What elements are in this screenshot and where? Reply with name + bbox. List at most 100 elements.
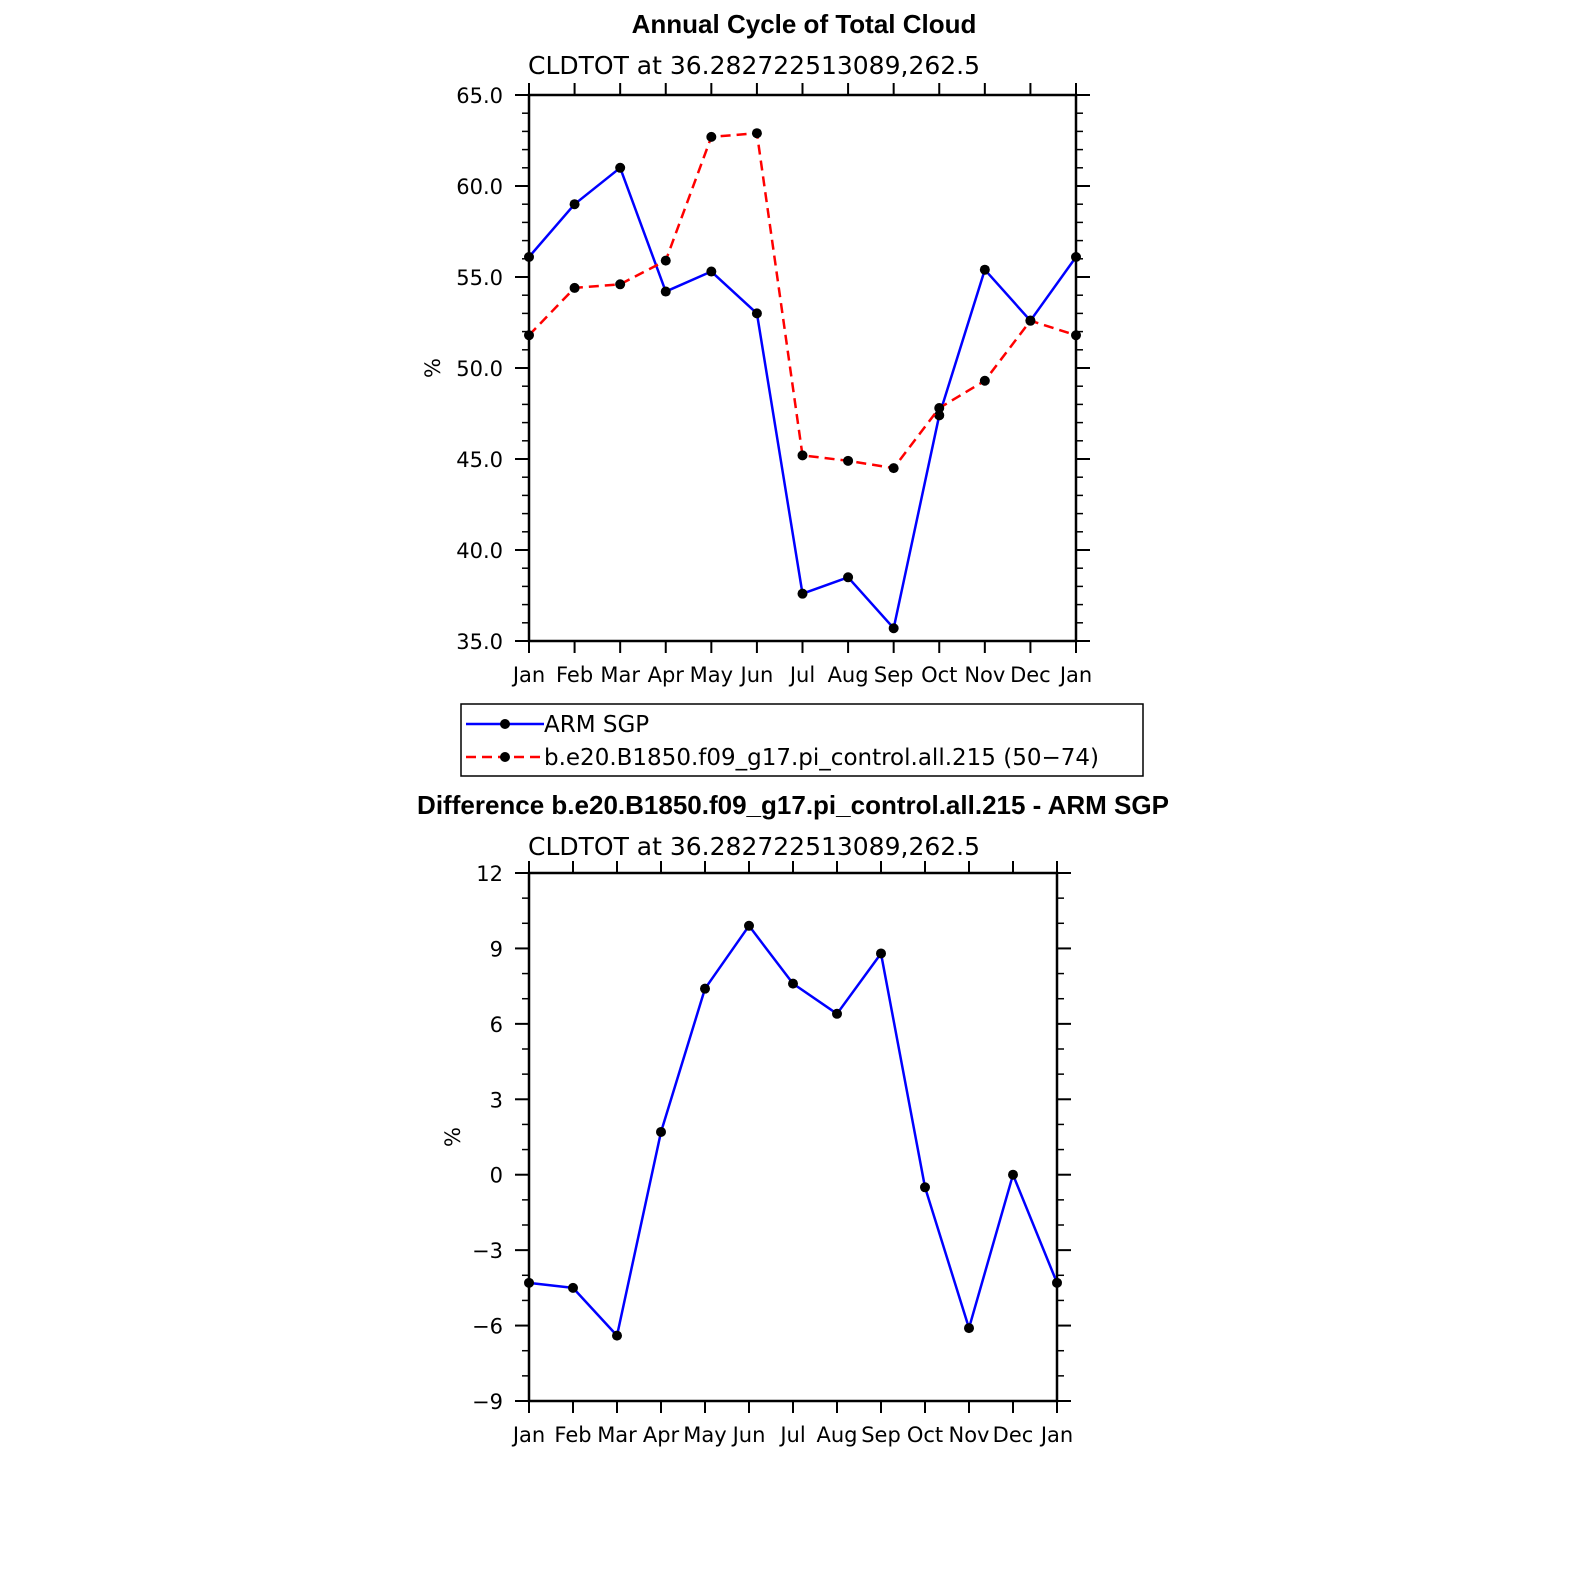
data-point (524, 251, 534, 262)
legend-label-arm-sgp: ARM SGP (544, 712, 649, 738)
y-tick-label: 6 (490, 1013, 503, 1037)
y-tick-label: 3 (490, 1088, 503, 1112)
legend-entry-arm-sgp: ARM SGP (466, 712, 649, 738)
x-tick-label: Oct (907, 1423, 943, 1447)
data-point (706, 131, 717, 142)
data-point (569, 282, 580, 293)
x-tick-label: Aug (816, 1423, 857, 1447)
legend: ARM SGP b.e20.B1850.f09_g17.pi_control.a… (460, 703, 1144, 777)
x-tick-label: Jul (788, 663, 815, 687)
axes-frame: Jan Feb Mar Apr May Jun Jul Aug Sep Oct Nov Dec Jan 3… (456, 83, 1092, 687)
y-tick-label: 50.0 (456, 357, 503, 381)
data-point (1052, 1277, 1062, 1288)
x-tick-label: May (683, 1423, 726, 1447)
data-point (569, 199, 580, 210)
y-tick-label: 40.0 (456, 539, 503, 563)
data-point (1071, 251, 1081, 262)
chart-subtitle: CLDTOT at 36.282722513089,262.5 (528, 51, 980, 80)
data-point (843, 455, 854, 466)
data-point (615, 162, 626, 173)
data-point (656, 1126, 666, 1137)
legend-frame (460, 703, 1144, 777)
series-line-0 (528, 166, 1078, 630)
data-point (612, 1330, 622, 1341)
x-tick-label: Feb (554, 1423, 591, 1447)
x-tick-label: Jun (731, 1423, 766, 1447)
series-line-1 (528, 131, 1077, 470)
x-tick-label: Mar (600, 663, 640, 687)
x-tick-label: Jan (1039, 1423, 1073, 1447)
data-point (934, 410, 945, 421)
data-point (788, 978, 798, 989)
data-point (876, 948, 886, 959)
difference-chart: Difference b.e20.B1850.f09_g17.pi_contro… (417, 790, 1169, 1447)
legend-entry-model: b.e20.B1850.f09_g17.pi_control.all.215 (… (466, 745, 1099, 771)
legend-label-model: b.e20.B1850.f09_g17.pi_control.all.215 (… (544, 745, 1099, 771)
y-tick-label: −6 (472, 1315, 503, 1339)
y-tick-label: 60.0 (456, 175, 503, 199)
y-tick-label: 65.0 (456, 84, 503, 108)
y-tick-label: −9 (472, 1390, 503, 1414)
data-point (1071, 330, 1081, 341)
x-tick-label: Apr (648, 663, 685, 687)
data-point (888, 463, 899, 474)
annual-cycle-chart: Annual Cycle of Total Cloud CLDTOT at 36… (421, 9, 1092, 687)
y-tick-label: 9 (490, 937, 503, 961)
x-tick-label: Nov (964, 663, 1005, 687)
x-tick-label: Feb (556, 663, 593, 687)
data-point (797, 450, 808, 461)
x-tick-label: Jul (778, 1423, 805, 1447)
x-tick-label: Sep (874, 663, 914, 687)
data-point (751, 308, 762, 319)
x-tick-label: Jan (511, 1423, 545, 1447)
x-tick-label: Apr (643, 1423, 680, 1447)
data-point (660, 255, 671, 266)
x-tick-label: Sep (861, 1423, 901, 1447)
legend-marker-arm-sgp (500, 719, 510, 729)
y-tick-label: −3 (472, 1239, 503, 1263)
data-point (744, 920, 754, 931)
chart-title: Difference b.e20.B1850.f09_g17.pi_contro… (417, 790, 1169, 820)
data-point (524, 330, 534, 341)
x-tick-label: Oct (921, 663, 957, 687)
data-point (700, 983, 710, 994)
y-tick-label: 0 (490, 1164, 503, 1188)
plot-border (527, 871, 1059, 1403)
x-tick-label: Jan (511, 663, 545, 687)
y-tick-label: 55.0 (456, 266, 503, 290)
chart-subtitle: CLDTOT at 36.282722513089,262.5 (528, 832, 980, 861)
data-point (964, 1323, 974, 1334)
data-point (568, 1282, 578, 1293)
x-tick-label: Nov (949, 1423, 990, 1447)
legend-marker-model (500, 752, 510, 762)
data-point (843, 572, 854, 583)
data-point (920, 1182, 930, 1193)
x-tick-label: Aug (828, 663, 869, 687)
y-tick-label: 12 (476, 862, 503, 886)
data-point (832, 1008, 842, 1019)
data-point (934, 403, 945, 414)
data-point (706, 266, 717, 277)
data-point (660, 286, 671, 297)
y-tick-label: 45.0 (456, 448, 503, 472)
x-tick-label: Mar (597, 1423, 637, 1447)
data-point (1008, 1169, 1018, 1180)
x-tick-label: Dec (1010, 663, 1051, 687)
x-tick-label: Jan (1058, 663, 1092, 687)
x-tick-label: Jun (739, 663, 774, 687)
chart-title: Annual Cycle of Total Cloud (632, 9, 977, 39)
y-axis-label: % (421, 358, 445, 378)
series-layer (524, 920, 1062, 1341)
x-tick-label: May (690, 663, 733, 687)
data-point (751, 128, 762, 139)
data-point (615, 279, 626, 290)
data-point (979, 375, 990, 386)
data-point (979, 264, 990, 275)
axes-frame: Jan Feb Mar Apr May Jun Jul Aug Sep Oct Nov Dec Jan−… (472, 861, 1073, 1447)
data-point (1025, 315, 1036, 326)
series-layer (524, 128, 1081, 634)
x-tick-label: Dec (993, 1423, 1034, 1447)
data-point (888, 623, 899, 634)
data-point (524, 1277, 534, 1288)
